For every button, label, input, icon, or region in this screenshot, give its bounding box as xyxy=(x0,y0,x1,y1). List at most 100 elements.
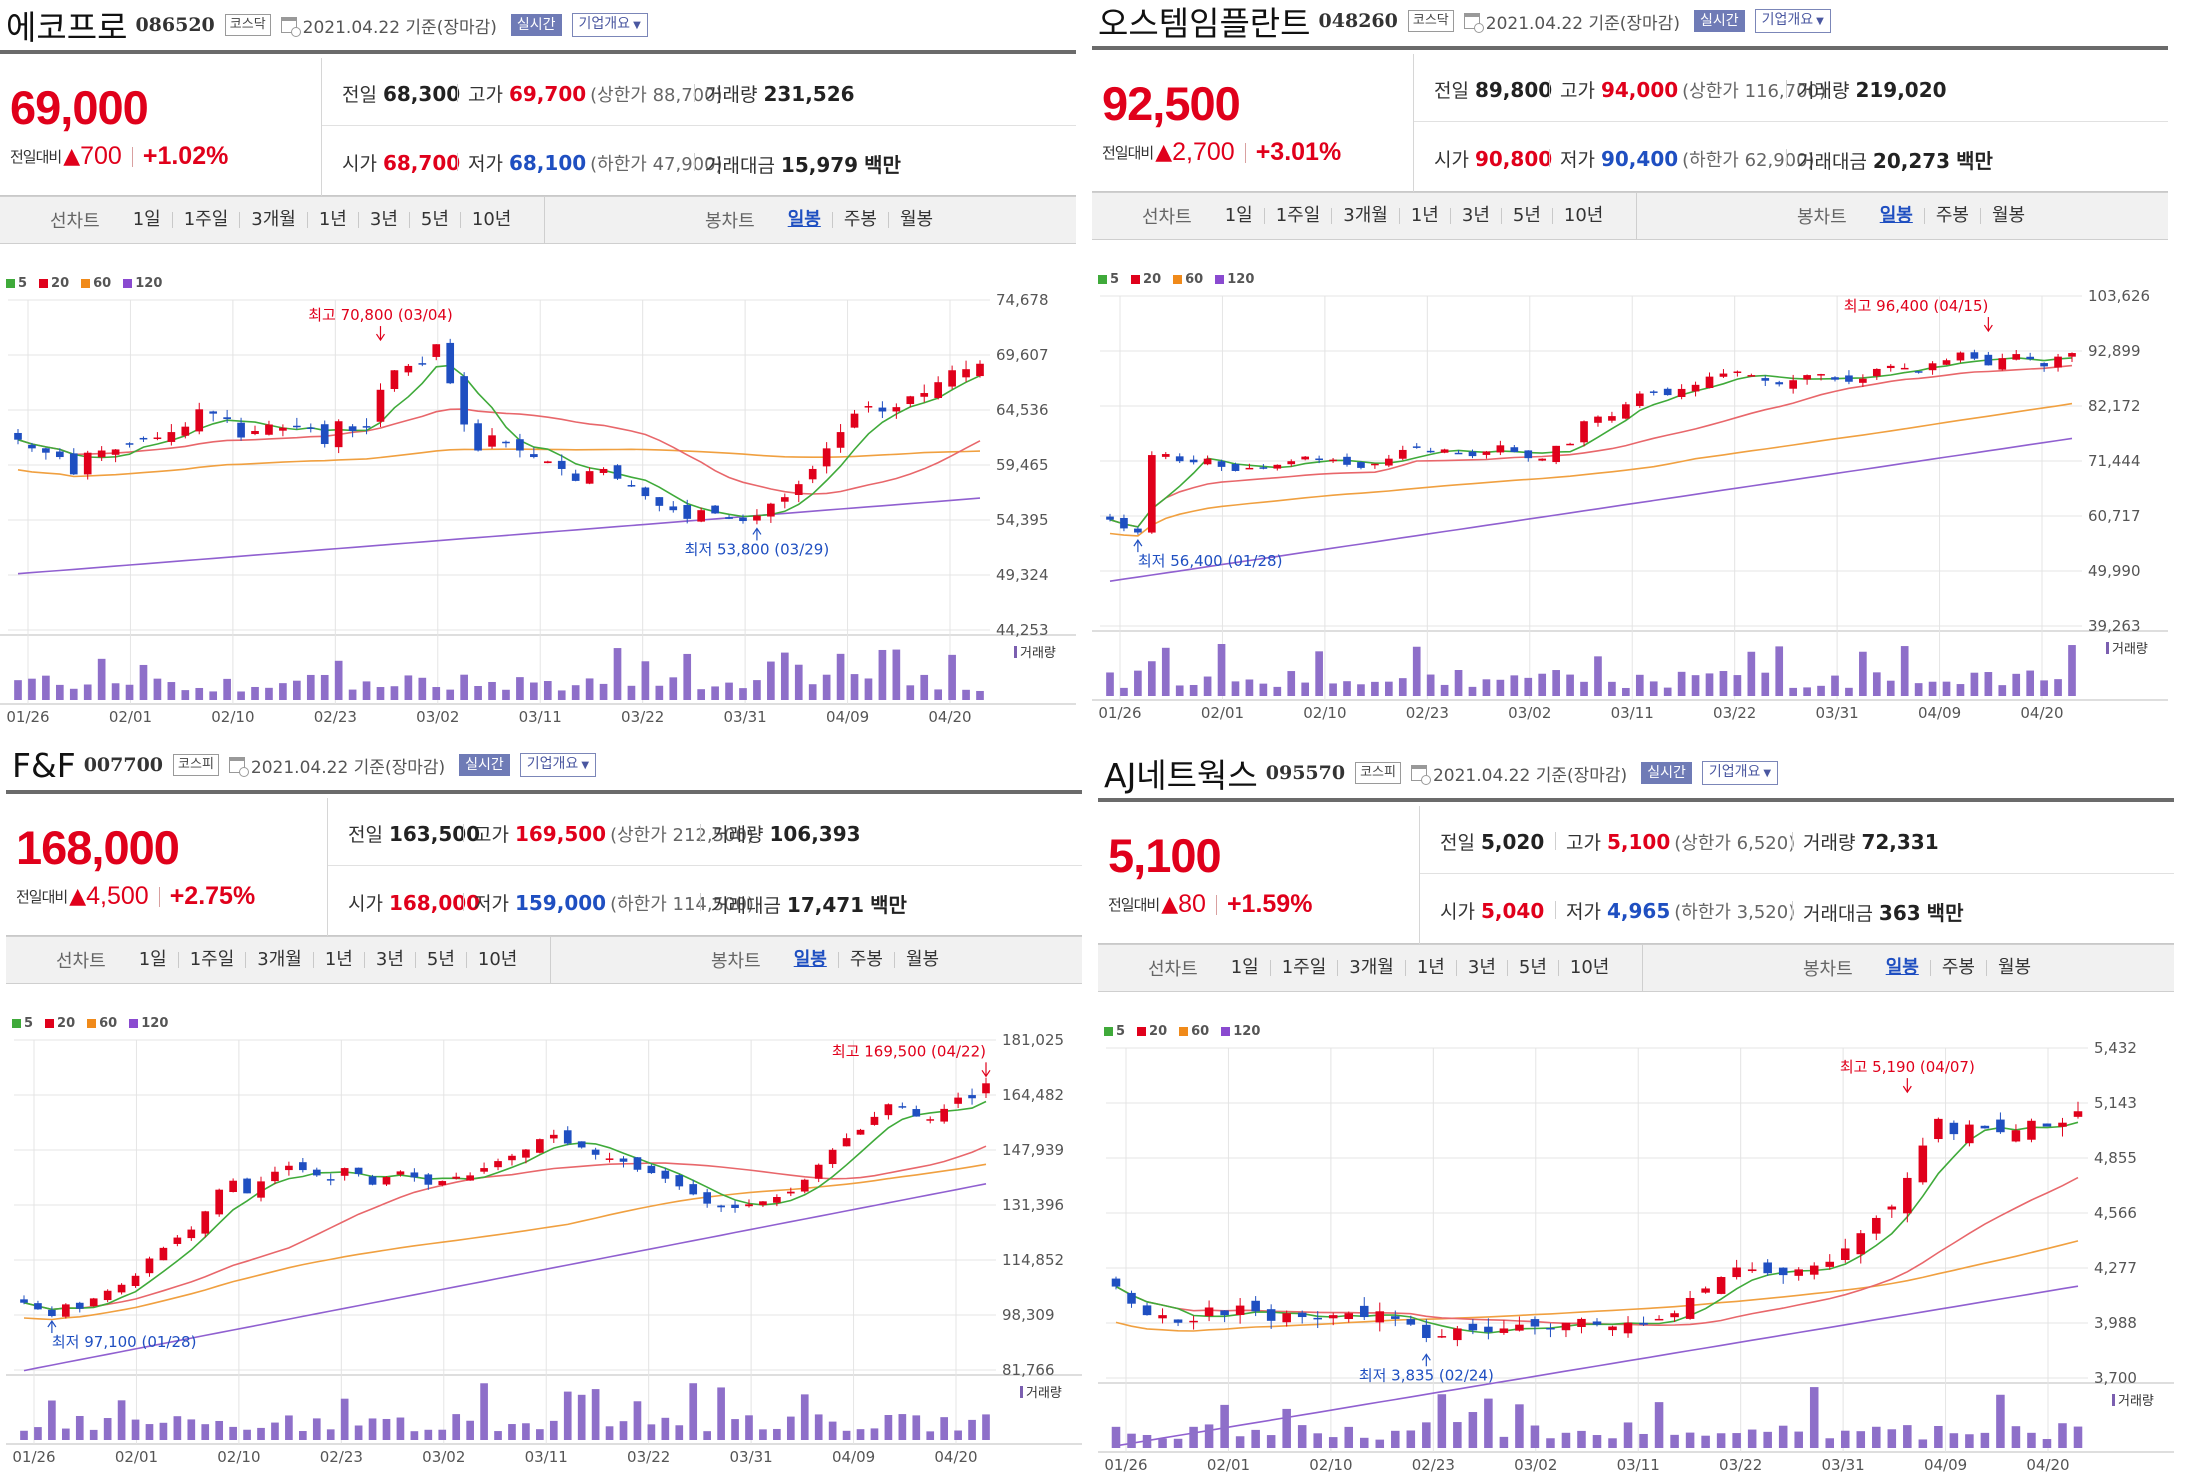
tab-1week[interactable]: 1주일 xyxy=(1263,207,1332,225)
tab-1day[interactable]: 1일 xyxy=(1224,205,1253,226)
volume-bar xyxy=(675,1425,684,1440)
tab-weekly[interactable]: 주봉 xyxy=(831,211,888,229)
tab-daily[interactable]: 일봉 xyxy=(793,949,827,970)
volume-bar xyxy=(2042,1439,2052,1448)
candle-body xyxy=(585,471,594,484)
tab-3year[interactable]: 3년 xyxy=(363,951,415,969)
tab-10year[interactable]: 10년 xyxy=(465,951,528,969)
tab-3year[interactable]: 3년 xyxy=(1449,207,1501,225)
amount-cell: 거래대금 15,979 백만 xyxy=(705,149,901,178)
tab-1day[interactable]: 1일 xyxy=(138,949,167,970)
prev-close-value: 5,020 xyxy=(1480,830,1545,854)
tab-daily[interactable]: 일봉 xyxy=(787,209,821,230)
realtime-button[interactable]: 실시간 xyxy=(1641,762,1692,784)
tab-10year[interactable]: 10년 xyxy=(1551,207,1614,225)
candle-chart-title[interactable]: 봉차트 xyxy=(711,951,761,972)
candle-chart-title[interactable]: 봉차트 xyxy=(1797,207,1847,228)
legend-swatch xyxy=(1098,275,1107,284)
candle-body xyxy=(1831,377,1839,380)
candle-body xyxy=(153,437,162,440)
prev-close-cell: 전일 68,300 xyxy=(342,80,460,107)
low-value: 159,000 xyxy=(514,891,607,915)
line-chart-title[interactable]: 선차트 xyxy=(50,211,100,232)
volume-axis-label: 거래량 xyxy=(2118,1394,2154,1409)
tab-5year[interactable]: 5년 xyxy=(1500,207,1552,225)
candle-body xyxy=(334,421,343,448)
tab-3month[interactable]: 3개월 xyxy=(1331,207,1399,225)
y-tick-label: 92,899 xyxy=(2088,342,2141,360)
company-overview-button[interactable]: 기업개요 ▼ xyxy=(571,13,648,37)
tab-10year[interactable]: 10년 xyxy=(459,211,522,229)
realtime-button[interactable]: 실시간 xyxy=(459,754,510,776)
upper-limit: (상한가 88,700) xyxy=(590,85,723,106)
line-chart-title[interactable]: 선차트 xyxy=(1148,959,1198,980)
tab-weekly[interactable]: 주봉 xyxy=(1929,959,1986,977)
tab-monthly[interactable]: 월봉 xyxy=(893,951,950,969)
tab-3year[interactable]: 3년 xyxy=(357,211,409,229)
legend-ma5-label: 5 xyxy=(1116,1024,1126,1039)
tab-1year[interactable]: 1년 xyxy=(1404,959,1456,977)
x-tick-label: 03/22 xyxy=(1713,704,1756,721)
volume-bar xyxy=(563,1391,572,1440)
tab-monthly[interactable]: 월봉 xyxy=(1985,959,2042,977)
prev-close-value: 68,300 xyxy=(382,82,461,106)
info-divider xyxy=(1555,901,1556,919)
tab-5year[interactable]: 5년 xyxy=(414,951,466,969)
volume-bar xyxy=(83,684,92,700)
x-tick-label: 02/10 xyxy=(1309,1456,1352,1473)
volume-bar xyxy=(1406,1430,1416,1448)
volume-bar xyxy=(145,1424,154,1440)
company-overview-button[interactable]: 기업개요 ▼ xyxy=(519,753,597,777)
candle-chart-title[interactable]: 봉차트 xyxy=(705,211,755,232)
volume-bar xyxy=(1685,1432,1695,1448)
tab-1year[interactable]: 1년 xyxy=(312,951,364,969)
tab-1week[interactable]: 1주일 xyxy=(171,211,240,229)
candle-body xyxy=(1803,375,1811,380)
candle-body xyxy=(571,473,580,481)
volume-bar xyxy=(1147,661,1156,696)
x-tick-label: 03/22 xyxy=(1719,1456,1762,1473)
low-value: 68,100 xyxy=(508,151,587,175)
realtime-button[interactable]: 실시간 xyxy=(1693,10,1745,32)
tab-3month[interactable]: 3개월 xyxy=(239,211,307,229)
candle-chart-title[interactable]: 봉차트 xyxy=(1803,959,1853,980)
tab-1day[interactable]: 1일 xyxy=(132,209,161,230)
tab-1day[interactable]: 1일 xyxy=(1230,957,1259,978)
volume-label: 거래량 xyxy=(1797,80,1850,102)
company-overview-button[interactable]: 기업개요 ▼ xyxy=(1754,9,1831,33)
realtime-button[interactable]: 실시간 xyxy=(510,14,562,36)
tab-3month[interactable]: 3개월 xyxy=(1337,959,1405,977)
tab-1year[interactable]: 1년 xyxy=(1398,207,1450,225)
max-arrow-head xyxy=(1983,324,1993,333)
volume-bar xyxy=(786,1416,795,1440)
volume-bar xyxy=(1733,675,1742,696)
line-chart-title[interactable]: 선차트 xyxy=(56,951,106,972)
candle-body xyxy=(1859,378,1867,383)
tab-1week[interactable]: 1주일 xyxy=(177,951,246,969)
chevron-down-icon: ▼ xyxy=(581,760,590,771)
tab-weekly[interactable]: 주봉 xyxy=(1923,207,1980,225)
tab-1year[interactable]: 1년 xyxy=(306,211,358,229)
candle-body xyxy=(2026,356,2035,360)
tab-10year[interactable]: 10년 xyxy=(1557,959,1620,977)
tab-monthly[interactable]: 월봉 xyxy=(1979,207,2036,225)
tab-3year[interactable]: 3년 xyxy=(1455,959,1507,977)
tab-weekly[interactable]: 주봉 xyxy=(837,951,894,969)
company-overview-button[interactable]: 기업개요 ▼ xyxy=(1701,761,1779,785)
volume-bar xyxy=(326,1429,335,1440)
tab-monthly[interactable]: 월봉 xyxy=(887,211,944,229)
candle-body xyxy=(1594,416,1602,423)
tab-5year[interactable]: 5년 xyxy=(1506,959,1558,977)
tab-daily[interactable]: 일봉 xyxy=(1885,957,1919,978)
tab-daily[interactable]: 일봉 xyxy=(1879,205,1913,226)
tab-5year[interactable]: 5년 xyxy=(408,211,460,229)
volume-bar xyxy=(878,649,887,700)
candle-body xyxy=(1120,517,1128,529)
volume-bar xyxy=(711,686,719,700)
tab-1week[interactable]: 1주일 xyxy=(1269,959,1338,977)
stock-panel-ecopro: 에코프로 086520 코스닥 2021.04.22 기준(장마감) 실시간 기… xyxy=(0,0,1076,725)
line-chart-title[interactable]: 선차트 xyxy=(1142,207,1192,228)
candle-body xyxy=(759,1201,767,1206)
tab-3month[interactable]: 3개월 xyxy=(245,951,313,969)
volume-bar xyxy=(424,1429,433,1440)
